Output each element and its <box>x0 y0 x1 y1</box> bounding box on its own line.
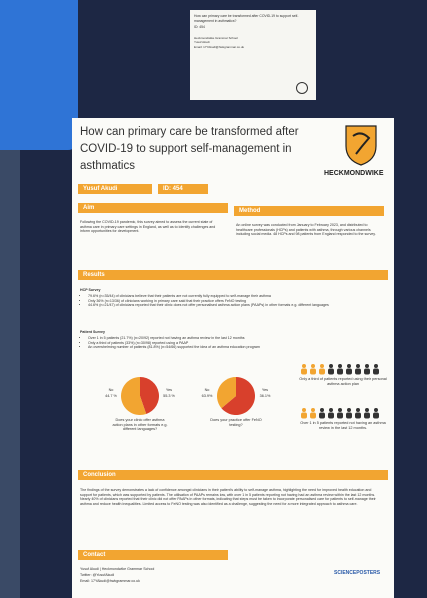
person-icon-body <box>337 368 343 375</box>
note-line: Heckmondwike Grammar School <box>194 35 238 40</box>
person-icon-body <box>301 412 307 419</box>
pie-slice <box>217 377 236 409</box>
person-icon-body <box>364 368 370 375</box>
contact-line: Yusuf Akudi | Heckmondwike Grammar Schoo… <box>80 567 155 571</box>
person-icon-body <box>355 368 361 375</box>
slice-name: No <box>205 388 210 392</box>
hcp-list: 79.6% (n=35/44) of clinicians believe th… <box>80 294 383 308</box>
note-line: Email: 17YAkudi@hwkgrammar.co.uk <box>194 44 245 49</box>
person-icon-head <box>311 364 315 368</box>
person-icon-body <box>301 368 307 375</box>
section-heading: Contact <box>78 550 228 560</box>
person-icon-head <box>329 364 333 368</box>
section-heading: Results <box>78 270 388 280</box>
person-icon-head <box>374 364 378 368</box>
note-logo <box>296 82 308 94</box>
subheading: HCP Survey <box>80 288 101 292</box>
person-icon-head <box>320 364 324 368</box>
person-icon-head <box>302 408 306 412</box>
person-icon-body <box>319 368 325 375</box>
person-icon-head <box>338 364 342 368</box>
pie-slice <box>221 377 256 415</box>
bullet: Only a third of patients (33%) (n=30/98)… <box>88 341 383 346</box>
slice-value: 63.9% <box>202 394 213 398</box>
slice-value: 44.7 % <box>105 394 117 398</box>
crest <box>345 125 377 166</box>
slice-value: 55.3 % <box>163 394 175 398</box>
person-icon-head <box>356 364 360 368</box>
person-icon-body <box>355 412 361 419</box>
bullet: Over 1 in 5 patients (21.7%) (n=20/92) r… <box>88 336 383 341</box>
note-card: How can primary care be transformed afte… <box>190 10 316 100</box>
note-id: ID: 454 <box>194 25 205 30</box>
poster: How can primary care be transformed afte… <box>72 118 394 598</box>
person-icon-body <box>328 368 334 375</box>
patient-list: Over 1 in 5 patients (21.7%) (n=20/92) r… <box>80 336 383 350</box>
bullet: 44.6% (n=21/47) of clinicians reported t… <box>88 303 383 308</box>
footer-logo: SCIENCEPOSTERS <box>334 570 381 576</box>
icon-caption: Only a third of patients reported using … <box>299 377 387 386</box>
slice-name: Yes <box>262 388 268 392</box>
person-icon-body <box>328 412 334 419</box>
contact-line: Twitter: @YusufAkudi <box>80 573 115 577</box>
person-icon-head <box>365 364 369 368</box>
person-icon-head <box>329 408 333 412</box>
author: Yusuf Akudi <box>78 184 152 194</box>
person-icon-head <box>302 364 306 368</box>
note-line: Yusuf Akudi <box>194 40 210 45</box>
person-icon-head <box>356 408 360 412</box>
section-heading: Conclusion <box>78 470 388 480</box>
person-icon-body <box>373 412 379 419</box>
slice-name: No <box>109 388 114 392</box>
caption-text: Does your clinic offer asthma action pla… <box>112 418 168 432</box>
subheading: Patient Survey <box>80 330 105 334</box>
person-icon-body <box>373 368 379 375</box>
aim-text: Following the COVID-19 pandemic, this su… <box>80 220 216 234</box>
note-title: How can primary care be transformed afte… <box>194 14 299 23</box>
person-icon-head <box>347 408 351 412</box>
person-icon-body <box>364 412 370 419</box>
caption-text: Only a third of patients reported using … <box>299 377 387 386</box>
results-figures: No 44.7 % Yes 55.3 % Does your clinic offer … <box>105 364 387 432</box>
person-icon-body <box>319 412 325 419</box>
school-name: HECKMONDWIKE <box>324 170 384 177</box>
bullet: 79.6% (n=35/44) of clinicians believe th… <box>88 294 383 299</box>
pie-caption: Does your clinic offer asthma action pla… <box>112 418 168 432</box>
person-icon-body <box>346 412 352 419</box>
contact-line: Email: 17YAkudi@hwkgrammar.co.uk <box>80 579 140 583</box>
person-icon-body <box>337 412 343 419</box>
bullet: An overwhelming number of patients (81.8… <box>88 345 383 350</box>
person-icon-head <box>320 408 324 412</box>
poster-title: How can primary care be transformed afte… <box>80 126 299 172</box>
caption-text: Over 1 in 5 patients reported not having… <box>300 421 386 430</box>
person-icon-head <box>374 408 378 412</box>
pie-slice <box>140 377 159 414</box>
caption-text: Does your practice offer FeNO testing? <box>210 418 262 427</box>
person-icon-head <box>311 408 315 412</box>
poster-id: ID: 454 <box>158 184 208 194</box>
person-icon-head <box>338 408 342 412</box>
slice-value: 36.1% <box>260 394 271 398</box>
blue-panel <box>0 0 78 150</box>
icon-caption: Over 1 in 5 patients reported not having… <box>300 421 386 430</box>
method-text: An online survey was conducted from Janu… <box>236 223 376 237</box>
person-icon-body <box>310 412 316 419</box>
board-edge <box>0 150 20 598</box>
pie-caption: Does your practice offer FeNO testing? <box>210 418 262 427</box>
person-icon-head <box>347 364 351 368</box>
section-heading: Aim <box>78 203 228 213</box>
bullet: Only 36% (n=13/36) of clinicians working… <box>88 299 383 304</box>
person-icon-head <box>365 408 369 412</box>
slice-name: Yes <box>166 388 172 392</box>
pie-slice <box>120 377 147 415</box>
section-heading: Method <box>234 206 384 216</box>
person-icon-body <box>346 368 352 375</box>
conclusion-text: The findings of the survey demonstrates … <box>80 488 376 506</box>
person-icon-body <box>310 368 316 375</box>
